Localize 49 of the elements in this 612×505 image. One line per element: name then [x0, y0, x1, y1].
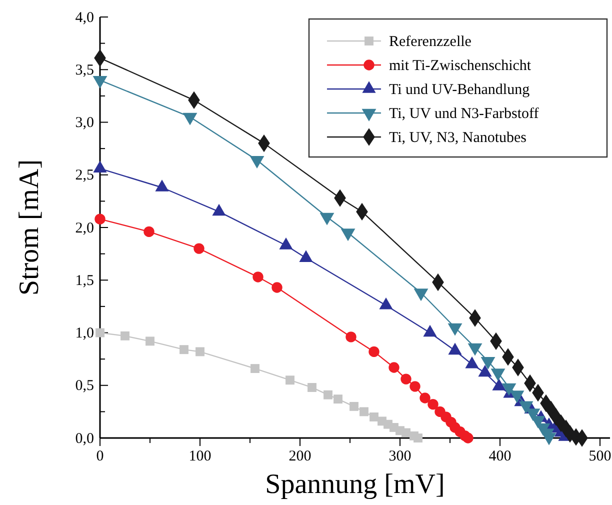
- point: [414, 434, 422, 442]
- legend-label: Ti und UV-Behandlung: [389, 82, 530, 98]
- y-tick-label: 0,0: [75, 430, 94, 447]
- legend-label: mit Ti-Zwischenschicht: [389, 58, 532, 74]
- x-tick-label: 300: [388, 448, 412, 464]
- point: [346, 332, 356, 342]
- point: [462, 432, 474, 444]
- point: [272, 282, 282, 293]
- point: [146, 336, 154, 346]
- legend-label: Ti, UV, N3, Nanotubes: [389, 130, 527, 146]
- point: [308, 383, 316, 392]
- point: [420, 392, 430, 404]
- y-tick-label: 3,5: [75, 62, 94, 78]
- x-tick-label: 0: [96, 448, 104, 464]
- point: [180, 345, 188, 354]
- legend-label: Ti, UV und N3-Farbstoff: [389, 106, 539, 122]
- point: [252, 272, 264, 282]
- point: [250, 364, 260, 374]
- x-tick-label: 400: [488, 448, 512, 464]
- y-tick-label: 4,0: [75, 10, 94, 26]
- y-axis-title: Strom [mA]: [14, 159, 45, 296]
- y-tick-label: 3,0: [75, 115, 94, 132]
- x-axis-title: Spannung [mV]: [265, 469, 445, 500]
- point: [388, 362, 400, 373]
- point: [360, 407, 368, 416]
- y-tick-label: 1,0: [75, 326, 94, 342]
- point: [324, 390, 332, 400]
- x-tick-label: 100: [188, 448, 212, 464]
- y-tick-label: 1,5: [75, 272, 94, 289]
- x-tick-label: 200: [288, 448, 312, 464]
- point: [334, 394, 342, 404]
- point: [194, 243, 204, 254]
- point: [400, 374, 412, 384]
- legend-label: Referenzzelle: [389, 34, 472, 50]
- point: [96, 328, 104, 338]
- point: [94, 214, 106, 224]
- x-tick-label: 500: [588, 448, 612, 464]
- point: [120, 331, 130, 340]
- y-tick-label: 2,5: [75, 168, 94, 184]
- point: [196, 347, 204, 356]
- point: [144, 226, 154, 238]
- point: [410, 381, 420, 392]
- point: [286, 376, 294, 385]
- y-tick-label: 2,0: [75, 220, 94, 236]
- point: [350, 402, 358, 411]
- point: [428, 398, 438, 410]
- point: [370, 412, 378, 422]
- point: [368, 346, 380, 358]
- y-tick-label: 0,5: [75, 378, 94, 394]
